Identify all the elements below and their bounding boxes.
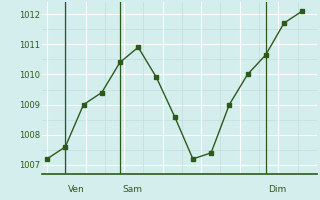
Text: Sam: Sam bbox=[123, 185, 143, 194]
Text: Ven: Ven bbox=[68, 185, 85, 194]
Text: Dim: Dim bbox=[268, 185, 287, 194]
